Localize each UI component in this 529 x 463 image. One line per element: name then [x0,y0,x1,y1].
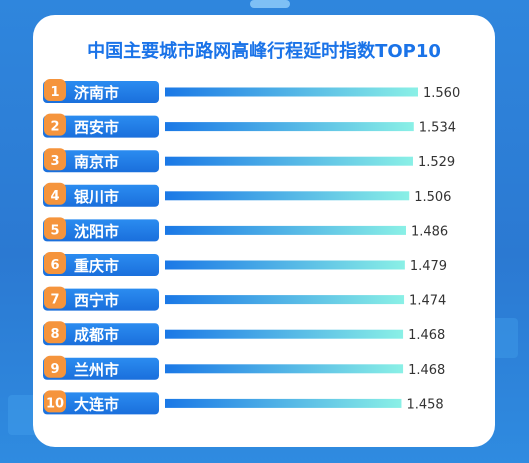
category-pill [43,150,159,173]
category-label: 银川市 [74,188,119,206]
value-label: 1.529 [418,155,455,170]
chart-row: 8 成都市 1.468 [43,321,445,346]
bar [165,260,405,270]
rank-badge [44,321,66,344]
chart-row: 4 银川市 1.506 [43,182,451,207]
category-pill [43,392,159,415]
rank-badge [44,79,66,101]
category-label: 南京市 [74,153,119,171]
category-pill [43,219,159,242]
rank-badge [44,355,66,378]
value-label: 1.486 [411,224,448,239]
rank-label: 8 [50,327,59,342]
category-pill [43,357,159,380]
category-label: 西宁市 [74,292,119,310]
category-pill [43,254,159,276]
chart-row: 5 沈阳市 1.486 [43,217,448,242]
value-label: 1.468 [408,363,445,378]
chart-row: 1 济南市 1.560 [43,79,460,103]
category-pill [43,323,159,346]
rank-badge [44,286,66,309]
category-label: 成都市 [74,326,119,344]
chart-row: 3 南京市 1.529 [43,148,455,173]
category-pill [43,184,159,207]
value-label: 1.560 [423,86,460,101]
chart-row: 9 兰州市 1.468 [43,355,445,380]
category-label: 大连市 [74,395,119,413]
bar [165,191,410,201]
rank-label: 7 [50,293,59,308]
category-label: 沈阳市 [74,222,119,240]
value-label: 1.506 [414,190,451,205]
chart-row: 7 西宁市 1.474 [43,286,446,311]
bar [165,156,413,166]
value-label: 1.468 [408,328,445,343]
rank-label: 1 [50,85,59,100]
rank-badge [44,390,66,413]
chart-row: 2 西安市 1.534 [43,113,456,138]
category-pill [43,115,159,138]
value-label: 1.479 [410,259,447,274]
chart-row: 6 重庆市 1.479 [43,252,447,276]
value-label: 1.474 [409,294,446,309]
bar [165,87,418,97]
decor-block [250,0,290,8]
category-pill [43,81,159,103]
category-label: 兰州市 [74,361,119,379]
value-label: 1.534 [419,121,456,136]
category-label: 济南市 [74,84,119,102]
rank-label: 9 [50,362,59,377]
rank-badge [44,148,66,171]
category-label: 西安市 [74,119,119,137]
rank-label: 2 [50,120,59,135]
rank-label: 5 [50,223,59,238]
rank-label: 3 [50,154,59,169]
rank-badge [44,182,66,205]
bar [165,122,414,132]
bar [165,295,405,305]
rank-label: 10 [46,396,64,411]
category-pill [43,288,159,311]
chart-title: 中国主要城市路网高峰行程延时指数TOP10 [87,41,441,62]
rank-label: 4 [50,189,59,204]
value-label: 1.458 [406,397,443,412]
category-label: 重庆市 [74,257,119,275]
chart-row: 10 大连市 1.458 [43,390,444,415]
rank-label: 6 [50,258,59,273]
rank-badge [44,217,66,240]
bar [165,329,404,339]
rank-badge [44,113,66,136]
bar [165,225,406,235]
bar [165,364,404,374]
rank-badge [44,252,66,274]
bar [165,398,402,408]
